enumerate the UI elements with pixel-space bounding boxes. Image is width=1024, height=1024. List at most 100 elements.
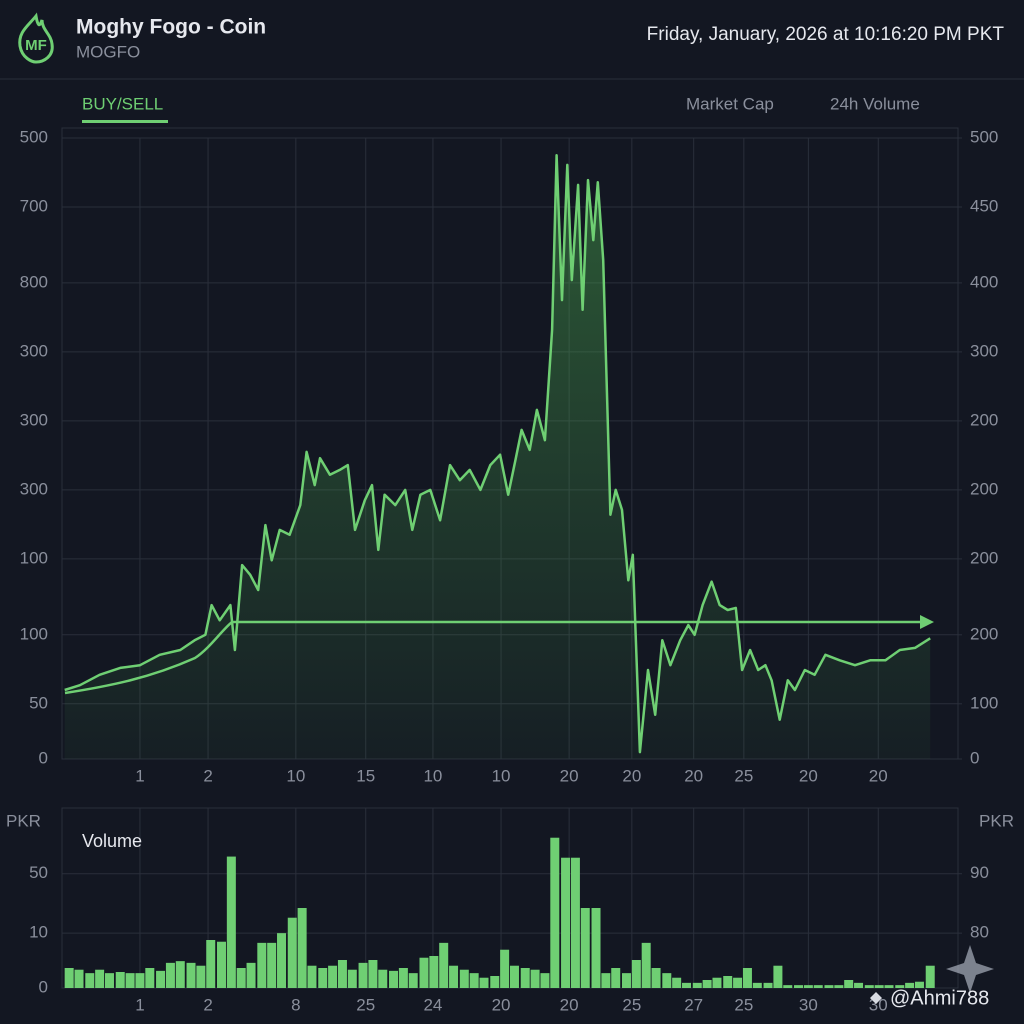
volume-bar (702, 980, 712, 988)
x-tick-label: 1 (135, 766, 144, 785)
volume-bar (884, 985, 894, 988)
y-tick-label: 100 (20, 548, 48, 567)
volume-bar (550, 837, 560, 988)
y-tick-label: 300 (20, 410, 48, 429)
volume-bar (398, 968, 408, 988)
volume-bar (115, 972, 125, 988)
x-tick-label: 20 (684, 766, 703, 785)
watermark-text: @Ahmi788 (890, 987, 989, 1009)
volume-bar (601, 973, 611, 988)
y-tick-label: 500 (20, 127, 48, 146)
x-tick-label: 8 (291, 995, 300, 1014)
volume-bar (723, 976, 733, 988)
y-tick-label: 50 (29, 863, 48, 882)
y2-tick-label: 100 (970, 693, 998, 712)
volume-bar (479, 977, 489, 988)
volume-bar (85, 973, 95, 988)
y-tick-label: 800 (20, 272, 48, 291)
price-line (64, 154, 931, 754)
volume-bar (692, 982, 702, 988)
tab-market-cap[interactable]: Market Cap (686, 94, 774, 113)
y-tick-label: 0 (39, 748, 48, 767)
x-tick-label: 20 (622, 766, 641, 785)
volume-bar (297, 908, 307, 988)
y-tick-label: 10 (29, 923, 48, 942)
volume-bar (328, 965, 338, 988)
volume-bar (287, 917, 297, 988)
y2-tick-label: 0 (970, 748, 979, 767)
volume-bar (561, 857, 571, 988)
volume-bar (520, 968, 530, 988)
volume-bar (621, 973, 631, 988)
y2-tick-label: 90 (970, 863, 989, 882)
volume-bar (135, 973, 145, 988)
volume-bar (662, 973, 672, 988)
volume-bar (844, 980, 854, 988)
x-tick-label: 25 (622, 995, 641, 1014)
volume-bar (834, 985, 844, 988)
x-tick-label: 10 (286, 766, 305, 785)
y2-axis-label: PKR (979, 811, 1014, 830)
volume-bar (389, 970, 399, 988)
volume-bar (257, 942, 267, 988)
volume-bar (459, 969, 469, 988)
x-tick-label: 25 (734, 766, 753, 785)
y2-tick-label: 80 (970, 923, 989, 942)
y2-tick-label: 200 (970, 410, 998, 429)
volume-bar (813, 985, 823, 988)
x-tick-label: 1 (135, 995, 144, 1014)
volume-bar (783, 985, 793, 988)
volume-bar (74, 969, 84, 988)
y2-tick-label: 300 (970, 341, 998, 360)
x-tick-label: 2 (203, 766, 212, 785)
volume-bar (469, 973, 479, 988)
volume-bar (277, 933, 287, 988)
x-tick-label: 20 (869, 766, 888, 785)
watermark-star (946, 945, 994, 993)
volume-bar (570, 857, 580, 988)
volume-bar (733, 977, 743, 988)
volume-bar (895, 985, 905, 988)
volume-bar (378, 969, 388, 988)
x-tick-label: 20 (799, 766, 818, 785)
x-tick-label: 20 (492, 995, 511, 1014)
volume-bar (439, 942, 449, 988)
y-tick-label: 100 (20, 624, 48, 643)
volume-bar (95, 969, 105, 988)
volume-bar (803, 985, 813, 988)
volume-bar (145, 968, 155, 988)
volume-bar (347, 969, 357, 988)
coin-symbol: MOGFO (76, 42, 140, 61)
volume-bar (509, 965, 519, 988)
x-tick-label: 10 (492, 766, 511, 785)
volume-bar (864, 985, 874, 988)
arrow-head (920, 615, 934, 629)
tab-volume[interactable]: 24h Volume (830, 94, 920, 113)
volume-bar (752, 982, 762, 988)
y2-tick-label: 450 (970, 196, 998, 215)
datetime: Friday, January, 2026 at 10:16:20 PM PKT (647, 24, 1005, 45)
volume-bar (307, 965, 317, 988)
volume-bar (773, 965, 783, 988)
volume-bar (874, 985, 884, 988)
x-tick-label: 25 (356, 995, 375, 1014)
volume-bar (449, 965, 459, 988)
volume-bar (672, 977, 682, 988)
volume-bar (408, 973, 418, 988)
volume-bar (64, 968, 74, 988)
y-tick-label: 700 (20, 196, 48, 215)
tab-buy-sell[interactable]: BUY/SELL (82, 94, 163, 113)
volume-bar (318, 968, 328, 988)
logo-flame (18, 12, 54, 64)
y2-tick-label: 400 (970, 272, 998, 291)
volume-bar (742, 968, 752, 988)
volume-bar (419, 957, 429, 988)
volume-bar (226, 856, 236, 988)
chart-layer: 0501001003003003008007005000100200200200… (6, 127, 1014, 1014)
volume-bar (651, 968, 661, 988)
volume-bar (641, 942, 651, 988)
volume-bar (824, 985, 834, 988)
volume-bar (682, 982, 692, 988)
volume-bar (156, 970, 166, 988)
